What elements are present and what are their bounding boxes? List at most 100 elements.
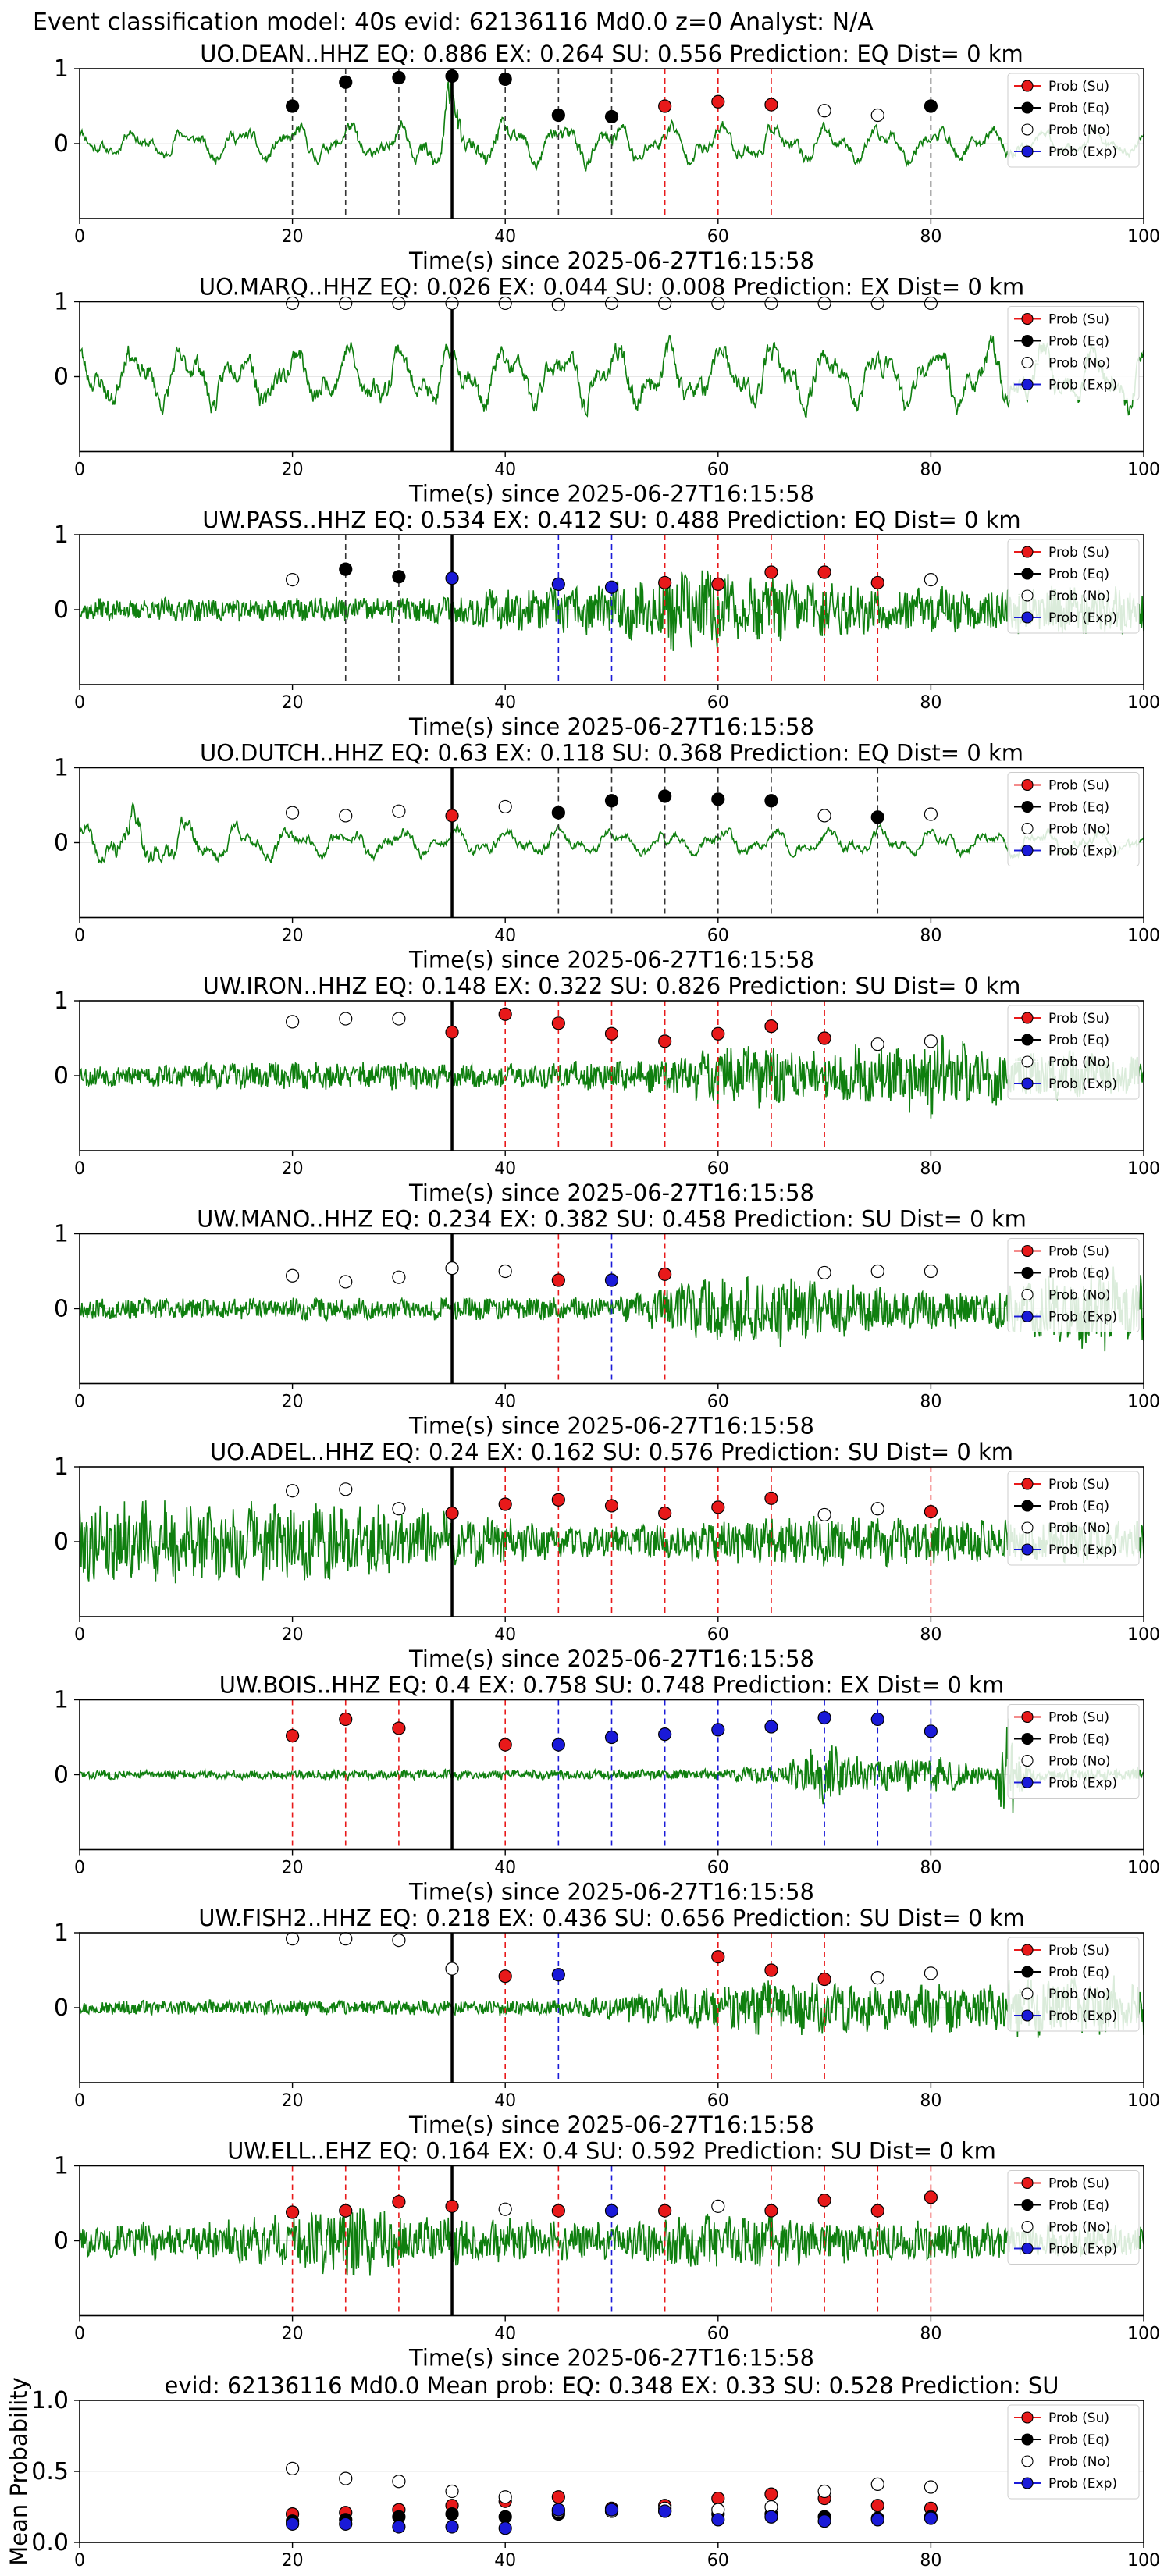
- legend-marker-su: [1021, 312, 1034, 326]
- x-tick-label: 20: [282, 693, 304, 713]
- x-tick-label: 0: [74, 693, 85, 713]
- prob-marker-su: [551, 2204, 565, 2218]
- legend-marker-no: [1021, 123, 1034, 136]
- prob-marker-no: [924, 1264, 938, 1279]
- legend: Prob (Su) Prob (Eq) Prob (No) Prob (Exp): [1007, 1937, 1140, 2032]
- prob-marker-no: [924, 1034, 938, 1048]
- legend-marker-eq: [1021, 1266, 1034, 1279]
- prob-marker-su: [764, 2204, 778, 2218]
- prob-marker-no: [924, 807, 938, 821]
- prob-marker-no: [286, 2461, 300, 2475]
- prob-marker-eq: [392, 70, 406, 85]
- x-tick-label: 20: [282, 461, 304, 480]
- prob-marker-no: [286, 1484, 300, 1498]
- prob-marker-no: [445, 296, 459, 311]
- prob-marker-su: [604, 1499, 619, 1513]
- x-tick-label: 80: [920, 2551, 941, 2571]
- prob-marker-exp: [551, 2503, 565, 2517]
- legend-label: Prob (No): [1048, 356, 1111, 372]
- x-tick-label: 40: [494, 693, 516, 713]
- prob-marker-exp: [551, 577, 565, 591]
- legend-box: [1007, 1471, 1140, 1566]
- prob-marker-no: [711, 2199, 725, 2213]
- x-tick-label: 0: [74, 2091, 85, 2111]
- legend-marker-no: [1021, 1521, 1034, 1534]
- prob-marker-no: [924, 2480, 938, 2494]
- prob-marker-su: [658, 575, 672, 590]
- legend-label: Prob (Exp): [1048, 1776, 1117, 1791]
- prob-marker-no: [870, 296, 884, 311]
- prob-marker-su: [551, 1493, 565, 1507]
- legend: Prob (Su) Prob (Eq) Prob (No) Prob (Exp): [1007, 772, 1140, 866]
- prob-marker-no: [286, 806, 300, 820]
- x-tick-label: 60: [707, 1159, 729, 1179]
- panel-title: UO.MARQ..HHZ EQ: 0.026 EX: 0.044 SU: 0.0…: [199, 274, 1024, 301]
- panel-11: evid: 62136116 Md0.0 Mean prob: EQ: 0.34…: [5, 2372, 1160, 2571]
- prob-marker-exp: [392, 2520, 406, 2534]
- y-tick-label: 1: [54, 987, 69, 1015]
- x-axis-label: Time(s) since 2025-06-27T16:15:58: [408, 1646, 814, 1672]
- prob-marker-eq: [764, 794, 778, 808]
- x-tick-label: 0: [74, 2325, 85, 2344]
- prob-marker-exp: [870, 1712, 884, 1727]
- legend-marker-exp: [1021, 1077, 1034, 1090]
- prob-marker-exp: [498, 2521, 512, 2535]
- legend-label: Prob (Su): [1048, 1244, 1109, 1260]
- prob-marker-exp: [924, 2511, 938, 2525]
- prob-marker-su: [445, 2199, 459, 2213]
- legend: Prob (Su) Prob (Eq) Prob (No) Prob (Exp): [1007, 2404, 1140, 2500]
- legend-marker-eq: [1021, 2433, 1034, 2446]
- prob-marker-no: [817, 1265, 831, 1280]
- panel-10: UW.ELL..EHZ EQ: 0.164 EX: 0.4 SU: 0.592 …: [54, 2138, 1160, 2371]
- prob-marker-eq: [392, 570, 406, 584]
- prob-marker-eq: [339, 75, 353, 89]
- prob-marker-eq: [711, 792, 725, 806]
- prob-marker-no: [658, 296, 672, 311]
- panel-7: UO.ADEL..HHZ EQ: 0.24 EX: 0.162 SU: 0.57…: [54, 1439, 1160, 1672]
- prob-marker-no: [551, 297, 565, 311]
- x-tick-label: 0: [74, 2551, 85, 2571]
- panel-title: UO.DEAN..HHZ EQ: 0.886 EX: 0.264 SU: 0.5…: [200, 41, 1023, 67]
- panel-9: UW.FISH2..HHZ EQ: 0.218 EX: 0.436 SU: 0.…: [54, 1905, 1160, 2138]
- x-tick-label: 20: [282, 2325, 304, 2344]
- x-tick-label: 60: [707, 461, 729, 480]
- legend-label: Prob (Eq): [1048, 1732, 1109, 1748]
- prob-marker-no: [339, 296, 353, 311]
- y-tick-label: 0: [54, 130, 69, 158]
- x-tick-label: 60: [707, 1859, 729, 1878]
- waveform-trace: [80, 334, 1144, 418]
- y-tick-label: 0.0: [31, 2529, 69, 2556]
- prob-marker-no: [870, 1971, 884, 1985]
- x-tick-label: 100: [1127, 227, 1160, 247]
- x-tick-label: 40: [494, 2091, 516, 2111]
- legend-label: Prob (Exp): [1048, 2242, 1117, 2258]
- legend-label: Prob (No): [1048, 1055, 1111, 1070]
- prob-marker-su: [339, 2204, 353, 2218]
- legend-marker-eq: [1021, 2198, 1034, 2211]
- x-tick-label: 60: [707, 2091, 729, 2111]
- legend-marker-su: [1021, 1244, 1034, 1258]
- legend-label: Prob (Su): [1048, 778, 1109, 794]
- legend-label: Prob (Su): [1048, 2176, 1109, 2192]
- x-axis-label: Time(s) since 2025-06-27T16:15:58: [408, 481, 814, 507]
- prob-marker-su: [658, 1034, 672, 1048]
- prob-marker-su: [764, 2487, 778, 2501]
- legend-label: Prob (Exp): [1048, 1310, 1117, 1325]
- prob-marker-su: [498, 1738, 512, 1752]
- legend-marker-exp: [1021, 1310, 1034, 1323]
- panel-title: UW.IRON..HHZ EQ: 0.148 EX: 0.322 SU: 0.8…: [203, 973, 1021, 999]
- legend-marker-exp: [1021, 1543, 1034, 1556]
- prob-marker-no: [924, 1966, 938, 1980]
- prob-marker-su: [817, 2194, 831, 2208]
- legend-marker-exp: [1021, 2009, 1034, 2022]
- x-tick-label: 20: [282, 927, 304, 946]
- prob-marker-eq: [870, 810, 884, 824]
- y-tick-label: 0: [54, 1062, 69, 1090]
- prob-marker-no: [392, 1012, 406, 1026]
- waveform-trace: [80, 1034, 1144, 1119]
- x-tick-label: 40: [494, 2551, 516, 2571]
- x-tick-label: 20: [282, 1625, 304, 1645]
- legend-label: Prob (Su): [1048, 545, 1109, 560]
- x-tick-label: 60: [707, 2551, 729, 2571]
- x-tick-label: 80: [920, 2325, 941, 2344]
